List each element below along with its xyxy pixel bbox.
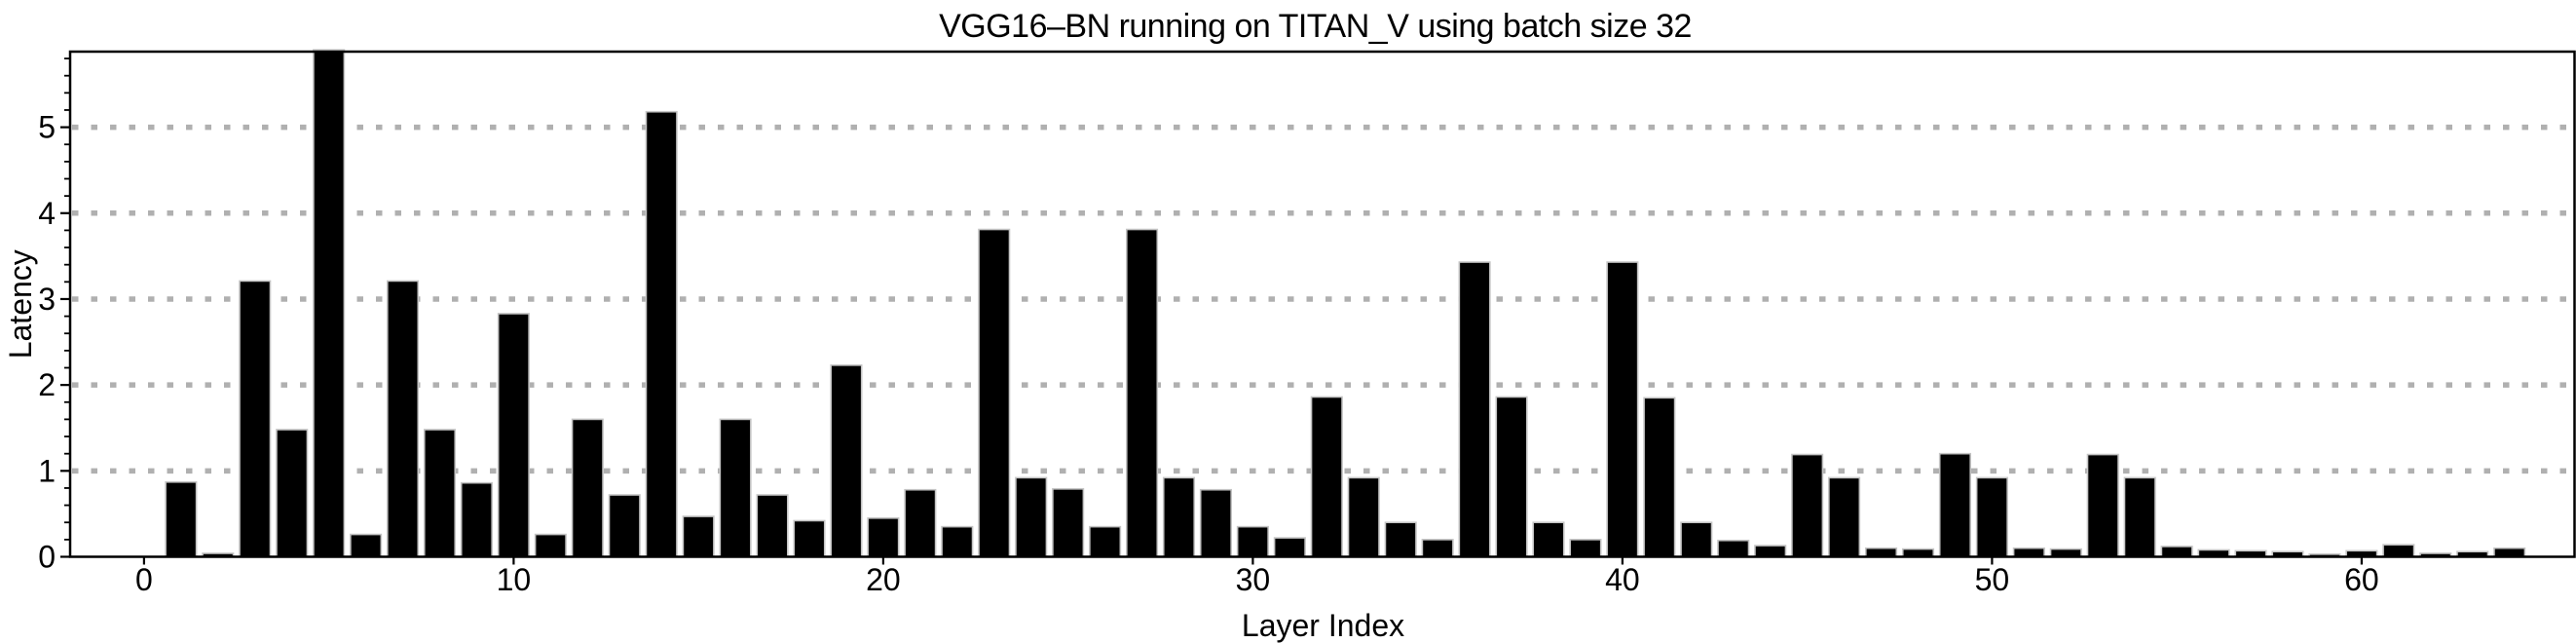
- bar-layer-18: [793, 519, 826, 558]
- bar-layer-9: [460, 481, 493, 558]
- bar-layer-46: [1828, 476, 1861, 558]
- bar-layer-49: [1938, 452, 1971, 558]
- bar-layer-8: [423, 429, 457, 558]
- bar-layer-38: [1532, 521, 1565, 558]
- bar-layer-15: [682, 515, 715, 558]
- x-tick-label-20: 20: [866, 562, 901, 597]
- bar-layer-6: [350, 533, 383, 558]
- ticks-group: 0 10 20 30 40 50 60 0 1 2 3 4 5: [38, 57, 2379, 597]
- bar-layer-64: [2493, 547, 2526, 558]
- bar-layer-42: [1680, 521, 1713, 558]
- plot-frame: [68, 50, 2576, 558]
- bar-layer-19: [830, 364, 863, 558]
- x-tick-label-50: 50: [1975, 562, 2010, 597]
- bar-layer-54: [2123, 476, 2156, 558]
- bar-layer-36: [1458, 261, 1491, 558]
- bar-layer-27: [1125, 228, 1159, 558]
- bar-layer-33: [1347, 476, 1380, 558]
- bar-layer-50: [1975, 476, 2008, 558]
- x-tick-label-0: 0: [135, 562, 153, 597]
- bar-layer-37: [1495, 396, 1528, 558]
- bar-layer-7: [386, 280, 420, 558]
- bar-layer-45: [1791, 453, 1824, 558]
- bar-layer-23: [978, 228, 1011, 558]
- y-tick-label-3: 3: [38, 282, 56, 317]
- bar-layer-1: [165, 480, 198, 558]
- x-tick-label-30: 30: [1236, 562, 1271, 597]
- bar-layer-40: [1606, 261, 1639, 558]
- bar-layer-31: [1273, 537, 1306, 558]
- bars-group: [165, 49, 2526, 558]
- bar-layer-17: [756, 494, 789, 558]
- bar-layer-35: [1421, 539, 1454, 558]
- bar-layer-13: [608, 494, 641, 558]
- x-axis-label: Layer Index: [1242, 608, 1404, 643]
- bar-layer-22: [941, 525, 974, 558]
- bar-layer-24: [1015, 476, 1048, 558]
- y-tick-label-0: 0: [38, 540, 56, 575]
- bar-layer-32: [1310, 396, 1343, 558]
- bar-layer-26: [1089, 525, 1122, 558]
- bar-layer-55: [2160, 546, 2193, 558]
- bar-layer-34: [1384, 521, 1417, 558]
- bar-layer-28: [1162, 476, 1196, 558]
- bar-layer-53: [2086, 453, 2119, 558]
- x-tick-label-40: 40: [1605, 562, 1640, 597]
- y-tick-label-5: 5: [38, 110, 56, 145]
- chart-title: VGG16–BN running on TITAN_V using batch …: [939, 8, 1692, 45]
- bar-layer-41: [1643, 397, 1676, 558]
- bar-layer-61: [2382, 544, 2415, 558]
- x-tick-label-60: 60: [2344, 562, 2379, 597]
- bar-layer-25: [1052, 488, 1085, 558]
- bar-layer-30: [1236, 525, 1269, 558]
- bar-layer-21: [904, 488, 937, 558]
- y-tick-label-1: 1: [38, 453, 56, 488]
- bar-layer-3: [239, 280, 272, 558]
- x-tick-label-10: 10: [497, 562, 532, 597]
- y-axis-label: Latency: [3, 249, 38, 359]
- bar-layer-4: [276, 429, 309, 558]
- bar-layer-51: [2012, 547, 2045, 558]
- bar-layer-29: [1199, 488, 1232, 558]
- labels-group: VGG16–BN running on TITAN_V using batch …: [3, 8, 1692, 643]
- bar-layer-44: [1754, 545, 1787, 558]
- bar-layer-10: [497, 313, 530, 558]
- bar-layer-11: [534, 533, 567, 558]
- axes-group: [68, 50, 2576, 558]
- bar-layer-14: [645, 110, 678, 558]
- bar-layer-16: [719, 418, 752, 558]
- bar-layer-20: [867, 517, 900, 558]
- bar-layer-43: [1717, 539, 1750, 558]
- bar-layer-47: [1864, 547, 1898, 558]
- bar-layer-12: [571, 418, 604, 558]
- bar-layer-5: [313, 49, 346, 558]
- bar-layer-39: [1569, 539, 1602, 558]
- y-tick-label-4: 4: [38, 196, 56, 231]
- y-tick-label-2: 2: [38, 367, 56, 402]
